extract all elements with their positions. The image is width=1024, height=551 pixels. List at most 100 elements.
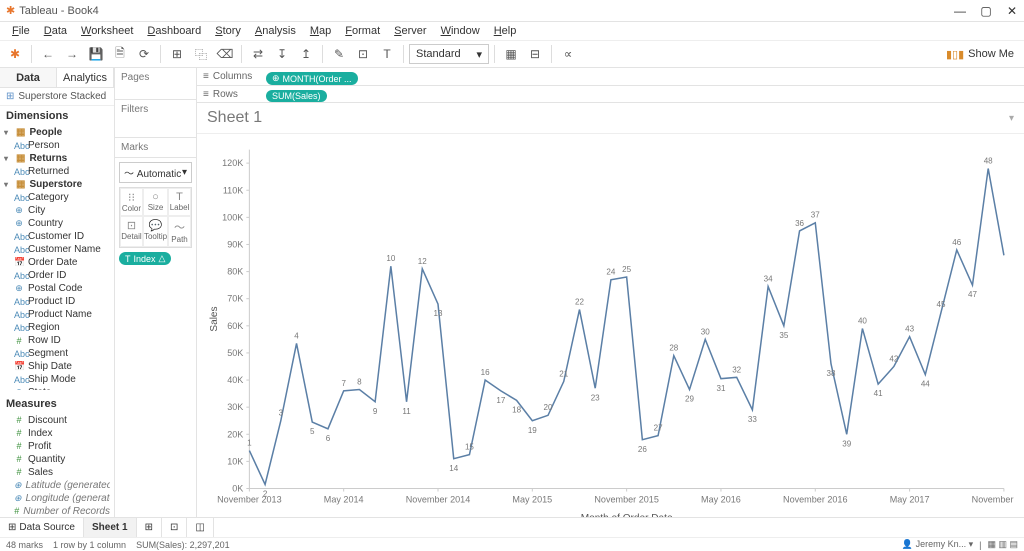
new-story-button[interactable]: ◫: [187, 518, 213, 537]
dim-field[interactable]: #Row ID: [4, 334, 110, 347]
dim-field[interactable]: 📅Ship Date: [4, 360, 110, 373]
dim-group[interactable]: ▾▦ Returns: [4, 152, 110, 165]
dim-field[interactable]: ⊕Country: [4, 217, 110, 230]
mark-tooltip[interactable]: 💬Tooltip: [143, 216, 168, 247]
close-button[interactable]: ✕: [1006, 4, 1018, 18]
menu-data[interactable]: Data: [38, 25, 73, 37]
dim-field[interactable]: AbcSegment: [4, 347, 110, 360]
measure-field[interactable]: #Index: [4, 427, 110, 440]
svg-text:35: 35: [779, 331, 788, 340]
new-datasource-button[interactable]: 🗎: [109, 43, 131, 65]
presentation-button[interactable]: ▦: [500, 43, 522, 65]
menu-window[interactable]: Window: [435, 25, 486, 37]
measure-field[interactable]: #Quantity: [4, 453, 110, 466]
menu-format[interactable]: Format: [339, 25, 386, 37]
menu-story[interactable]: Story: [209, 25, 247, 37]
clear-button[interactable]: ⌫: [214, 43, 236, 65]
dim-field[interactable]: AbcPerson: [4, 139, 110, 152]
menu-worksheet[interactable]: Worksheet: [75, 25, 139, 37]
fit-dropdown[interactable]: Standard▾: [409, 44, 489, 64]
menu-map[interactable]: Map: [304, 25, 337, 37]
rows-shelf[interactable]: ≡Rows SUM(Sales): [197, 86, 1024, 103]
status-sum: SUM(Sales): 2,297,201: [136, 540, 230, 550]
highlight-button[interactable]: ✎: [328, 43, 350, 65]
show-me-button[interactable]: ▮▯▮Show Me: [940, 48, 1020, 61]
menu-file[interactable]: File: [6, 25, 36, 37]
dim-group[interactable]: ▾▦ People: [4, 126, 110, 139]
datasource-row[interactable]: ⊞Superstore Stacked: [0, 88, 114, 106]
dim-field[interactable]: 📅Order Date: [4, 256, 110, 269]
mark-detail[interactable]: ⊡Detail: [120, 216, 143, 247]
labels-button[interactable]: T: [376, 43, 398, 65]
svg-text:6: 6: [326, 434, 331, 443]
tab-data-source[interactable]: ⊞ Data Source: [0, 518, 84, 537]
dim-field[interactable]: AbcProduct ID: [4, 295, 110, 308]
tab-data[interactable]: Data: [0, 68, 57, 87]
forward-button[interactable]: →: [61, 43, 83, 65]
mark-type-dropdown[interactable]: 〜 Automatic▾: [119, 162, 192, 183]
minimize-button[interactable]: —: [954, 4, 966, 18]
new-sheet-button[interactable]: ⊞: [166, 43, 188, 65]
dim-field[interactable]: AbcProduct Name: [4, 308, 110, 321]
dim-field[interactable]: AbcReturned: [4, 165, 110, 178]
dim-field[interactable]: AbcCategory: [4, 191, 110, 204]
sort-asc-button[interactable]: ↧: [271, 43, 293, 65]
tableau-logo-icon: ✱: [6, 4, 15, 17]
dim-field[interactable]: AbcOrder ID: [4, 269, 110, 282]
sort-desc-button[interactable]: ↥: [295, 43, 317, 65]
tab-sheet-1[interactable]: Sheet 1: [84, 518, 137, 537]
maximize-button[interactable]: ▢: [980, 4, 992, 18]
mark-path[interactable]: 〜Path: [168, 216, 191, 247]
cards-button[interactable]: ⊟: [524, 43, 546, 65]
share-button[interactable]: ∝: [557, 43, 579, 65]
mark-size[interactable]: ○Size: [143, 188, 168, 216]
menu-help[interactable]: Help: [488, 25, 523, 37]
menu-analysis[interactable]: Analysis: [249, 25, 302, 37]
svg-text:30K: 30K: [227, 402, 243, 412]
svg-text:May 2015: May 2015: [512, 495, 552, 505]
tableau-icon[interactable]: ✱: [4, 43, 26, 65]
new-worksheet-button[interactable]: ⊞: [137, 518, 162, 537]
menu-dashboard[interactable]: Dashboard: [141, 25, 207, 37]
svg-text:41: 41: [874, 389, 883, 398]
dim-field[interactable]: AbcShip Mode: [4, 373, 110, 386]
rows-pill[interactable]: SUM(Sales): [266, 90, 327, 102]
mark-color[interactable]: ⁝⁝Color: [120, 188, 143, 216]
measure-field[interactable]: #Number of Records: [4, 505, 110, 517]
measure-field[interactable]: #Discount: [4, 414, 110, 427]
measure-field[interactable]: #Sales: [4, 466, 110, 479]
refresh-button[interactable]: ⟳: [133, 43, 155, 65]
dim-field[interactable]: ⊕City: [4, 204, 110, 217]
measure-field[interactable]: ⊕Longitude (generate...: [4, 492, 110, 505]
status-grid-icon[interactable]: ▦ ▥ ▤: [987, 539, 1018, 550]
status-user[interactable]: 👤 Jeremy Kn... ▾: [902, 539, 973, 550]
measure-field[interactable]: ⊕Latitude (generated): [4, 479, 110, 492]
menu-server[interactable]: Server: [388, 25, 432, 37]
dim-field[interactable]: AbcCustomer Name: [4, 243, 110, 256]
columns-pill[interactable]: ⊕ MONTH(Order ...: [266, 72, 358, 85]
filters-shelf[interactable]: Filters: [115, 100, 196, 138]
back-button[interactable]: ←: [37, 43, 59, 65]
group-button[interactable]: ⊡: [352, 43, 374, 65]
svg-text:November 2017: November 2017: [972, 495, 1014, 505]
chart-area: 0K10K20K30K40K50K60K70K80K90K100K110K120…: [197, 134, 1024, 517]
svg-text:3: 3: [279, 409, 284, 418]
data-pane: Data Analytics ⊞Superstore Stacked Dimen…: [0, 68, 115, 517]
mark-label[interactable]: TLabel: [168, 188, 191, 216]
svg-text:47: 47: [968, 290, 977, 299]
new-dashboard-button[interactable]: ⊡: [162, 518, 187, 537]
duplicate-button[interactable]: ⿻: [190, 43, 212, 65]
save-button[interactable]: 💾: [85, 43, 107, 65]
dim-field[interactable]: ⊕State: [4, 386, 110, 390]
tab-analytics[interactable]: Analytics: [57, 68, 114, 87]
columns-shelf[interactable]: ≡Columns ⊕ MONTH(Order ...: [197, 68, 1024, 86]
pages-shelf[interactable]: Pages: [115, 68, 196, 100]
dim-field[interactable]: AbcCustomer ID: [4, 230, 110, 243]
dim-group[interactable]: ▾▦ Superstore: [4, 178, 110, 191]
sheet-title[interactable]: Sheet 1▾: [197, 103, 1024, 134]
dim-field[interactable]: AbcRegion: [4, 321, 110, 334]
measure-field[interactable]: #Profit: [4, 440, 110, 453]
swap-button[interactable]: ⇄: [247, 43, 269, 65]
index-pill[interactable]: TIndex△: [119, 252, 171, 265]
dim-field[interactable]: ⊕Postal Code: [4, 282, 110, 295]
